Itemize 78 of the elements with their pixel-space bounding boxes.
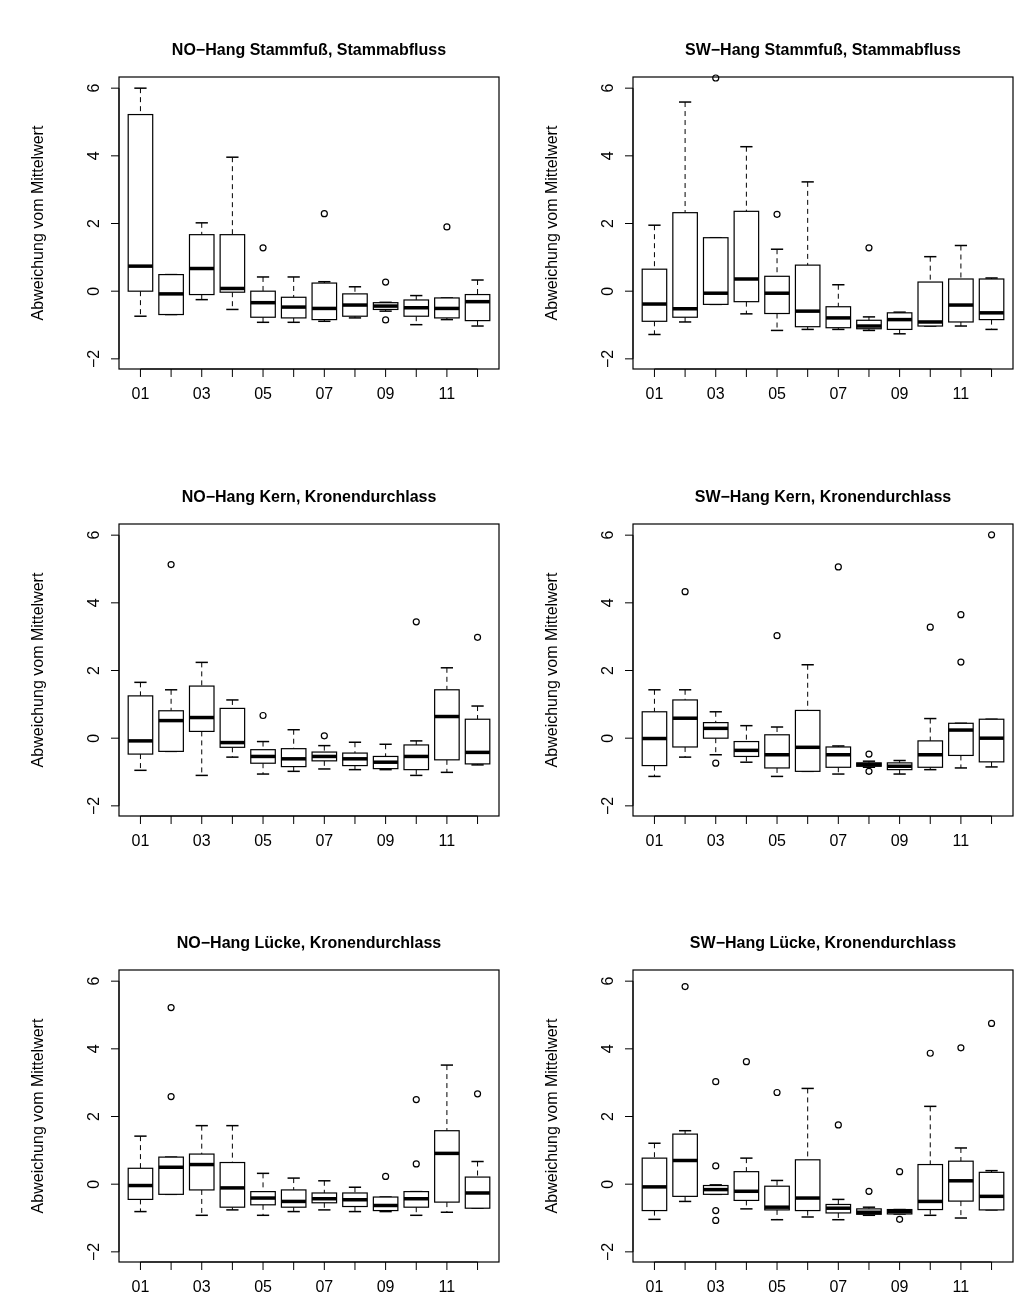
y-tick-label: 0 (599, 1179, 616, 1189)
y-tick-label: 4 (599, 151, 616, 161)
x-tick-label: 07 (315, 385, 334, 402)
x-tick-label: 01 (645, 385, 664, 402)
y-tick-label: 4 (599, 598, 616, 608)
y-axis-title: Abweichung vom Mittelwert (543, 572, 560, 768)
y-tick-label: 2 (599, 218, 616, 228)
y-tick-label: 4 (85, 598, 102, 608)
y-tick-label: 4 (85, 1044, 102, 1054)
x-tick-label: 09 (890, 832, 909, 849)
y-tick-label: −2 (85, 796, 102, 815)
x-tick-label: 01 (645, 1278, 664, 1295)
x-tick-label: 07 (315, 832, 334, 849)
y-tick-label: 2 (599, 665, 616, 675)
x-tick-label: 01 (131, 1278, 150, 1295)
x-tick-label: 09 (376, 1278, 395, 1295)
x-tick-label: 03 (192, 385, 211, 402)
y-tick-label: −2 (85, 349, 102, 368)
y-tick-label: −2 (599, 796, 616, 815)
x-tick-label: 07 (315, 1278, 334, 1295)
x-tick-label: 05 (254, 832, 273, 849)
x-tick-label: 05 (768, 832, 787, 849)
chart-title: SW−Hang Kern, Kronendurchlass (694, 488, 952, 505)
y-tick-label: 6 (85, 530, 102, 540)
x-tick-label: 11 (438, 385, 456, 402)
y-axis-title: Abweichung vom Mittelwert (29, 1018, 46, 1214)
y-tick-label: 2 (85, 1111, 102, 1121)
y-tick-label: 0 (85, 733, 102, 743)
y-tick-label: 2 (85, 665, 102, 675)
x-tick-label: 05 (768, 1278, 787, 1295)
x-tick-label: 09 (890, 1278, 909, 1295)
x-tick-label: 07 (829, 832, 848, 849)
y-tick-label: 6 (599, 976, 616, 986)
x-tick-label: 03 (192, 832, 211, 849)
x-tick-label: 03 (706, 832, 725, 849)
x-tick-label: 05 (254, 1278, 273, 1295)
chart-title: NO−Hang Lücke, Kronendurchlass (176, 934, 442, 951)
y-tick-label: 6 (85, 976, 102, 986)
y-axis-title: Abweichung vom Mittelwert (29, 572, 46, 768)
y-tick-label: 6 (599, 530, 616, 540)
y-tick-label: 0 (85, 1179, 102, 1189)
x-tick-label: 01 (645, 832, 664, 849)
y-tick-label: 6 (599, 83, 616, 93)
y-tick-label: 6 (85, 83, 102, 93)
x-tick-label: 11 (438, 832, 456, 849)
x-tick-label: 03 (192, 1278, 211, 1295)
x-tick-label: 01 (131, 832, 150, 849)
y-tick-label: 0 (85, 286, 102, 296)
x-tick-label: 05 (768, 385, 787, 402)
y-tick-label: 2 (599, 1111, 616, 1121)
y-tick-label: −2 (599, 349, 616, 368)
x-tick-label: 05 (254, 385, 273, 402)
x-tick-label: 11 (952, 832, 970, 849)
y-tick-label: 0 (599, 286, 616, 296)
chart-title: NO−Hang Stammfuß, Stammabfluss (171, 41, 447, 58)
x-tick-label: 07 (829, 385, 848, 402)
y-axis-title: Abweichung vom Mittelwert (29, 125, 46, 321)
chart-title: SW−Hang Lücke, Kronendurchlass (689, 934, 957, 951)
y-axis-title: Abweichung vom Mittelwert (543, 125, 560, 321)
x-tick-label: 11 (952, 1278, 970, 1295)
x-tick-label: 03 (706, 1278, 725, 1295)
x-tick-label: 03 (706, 385, 725, 402)
x-tick-label: 11 (438, 1278, 456, 1295)
x-tick-label: 09 (890, 385, 909, 402)
y-tick-label: 2 (85, 218, 102, 228)
chart-title: SW−Hang Stammfuß, Stammabfluss (684, 41, 962, 58)
y-tick-label: −2 (599, 1242, 616, 1261)
y-tick-label: 0 (599, 733, 616, 743)
x-tick-label: 09 (376, 832, 395, 849)
chart-title: NO−Hang Kern, Kronendurchlass (181, 488, 437, 505)
y-tick-label: 4 (85, 151, 102, 161)
x-tick-label: 01 (131, 385, 150, 402)
x-tick-label: 09 (376, 385, 395, 402)
x-tick-label: 11 (952, 385, 970, 402)
x-tick-label: 07 (829, 1278, 848, 1295)
y-axis-title: Abweichung vom Mittelwert (543, 1018, 560, 1214)
y-tick-label: −2 (85, 1242, 102, 1261)
y-tick-label: 4 (599, 1044, 616, 1054)
